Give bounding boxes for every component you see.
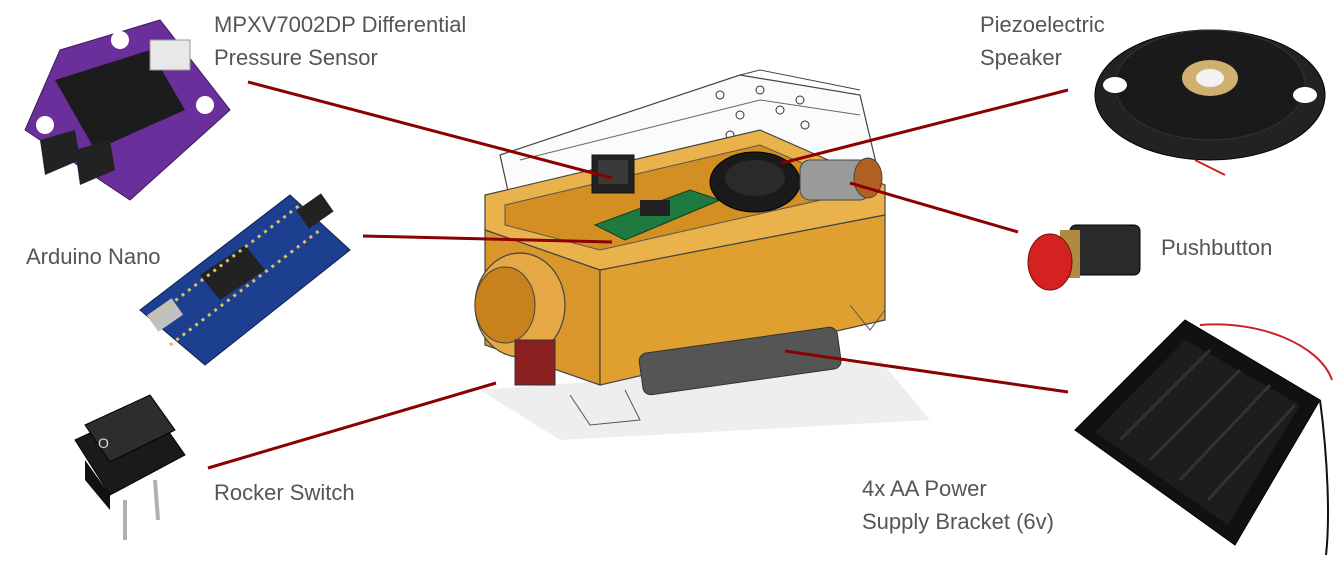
label-battery-bracket: 4x AA Power Supply Bracket (6v) [862, 472, 1054, 538]
leader-line-battery-bracket [784, 349, 1069, 394]
label-arduino-nano: Arduino Nano [26, 240, 161, 273]
label-pushbutton-line-1: Pushbutton [1161, 235, 1273, 260]
battery-holder-icon [1074, 319, 1333, 556]
label-pushbutton: Pushbutton [1161, 231, 1272, 264]
label-piezo-speaker-line-2: Speaker [980, 45, 1062, 70]
label-battery-bracket-line-1: 4x AA Power [862, 476, 987, 501]
arduino-nano-icon [139, 193, 351, 366]
leader-line-arduino-nano [362, 234, 613, 244]
label-piezo-speaker: Piezoelectric Speaker [980, 8, 1105, 74]
leader-line-pressure-sensor [247, 80, 613, 180]
label-piezo-speaker-line-1: Piezoelectric [980, 12, 1105, 37]
label-rocker-switch: Rocker Switch [214, 476, 355, 509]
leader-line-piezo-speaker [781, 88, 1069, 165]
label-battery-bracket-line-2: Supply Bracket (6v) [862, 509, 1054, 534]
label-arduino-nano-line-1: Arduino Nano [26, 244, 161, 269]
device-assembly-icon [474, 69, 930, 440]
rocker-switch-icon: O [74, 394, 186, 540]
leader-line-rocker-switch [207, 381, 497, 470]
piezo-speaker-icon [1094, 29, 1326, 176]
pressure-sensor-icon [24, 19, 231, 201]
label-pressure-sensor-line-2: Pressure Sensor [214, 45, 378, 70]
label-pressure-sensor-line-1: MPXV7002DP Differential [214, 12, 467, 37]
label-rocker-switch-line-1: Rocker Switch [214, 480, 355, 505]
leader-line-pushbutton [849, 181, 1019, 234]
label-pressure-sensor: MPXV7002DP Differential Pressure Sensor [214, 8, 466, 74]
leader-lines [207, 80, 1069, 470]
pushbutton-icon [1027, 224, 1141, 291]
svg-text:O: O [98, 435, 109, 451]
